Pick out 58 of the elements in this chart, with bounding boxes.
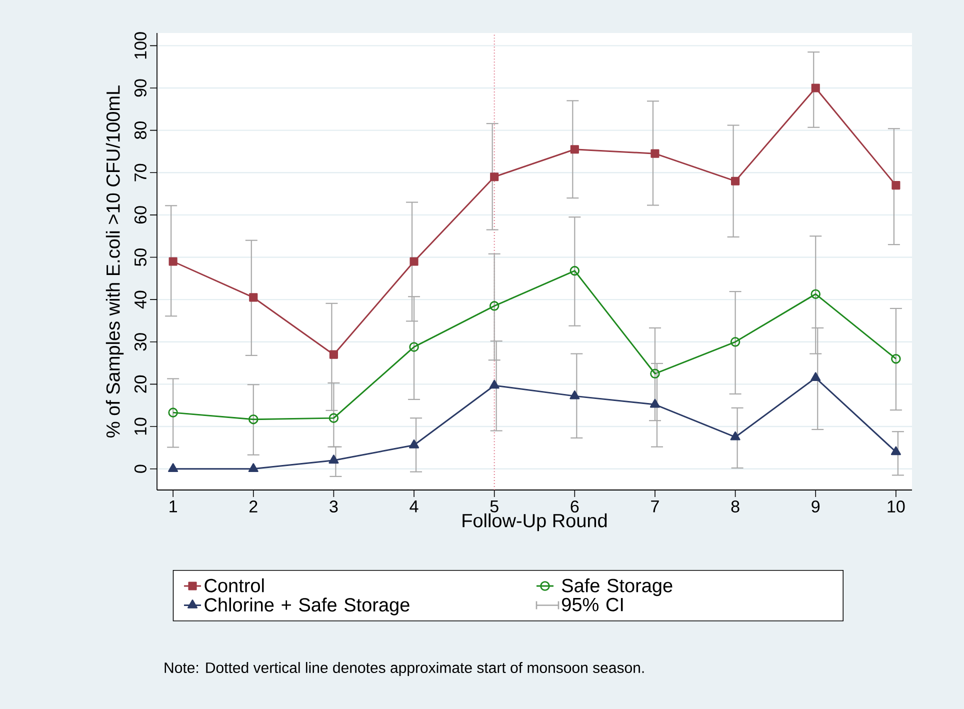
y-tick-label: 60 — [134, 206, 146, 224]
text: 95% CI — [562, 598, 623, 612]
y-tick-label: 20 — [134, 375, 146, 393]
point — [731, 176, 740, 186]
text: Note: Dotted vertical line denotes approximate start of monsoon season. — [164, 662, 644, 676]
point — [328, 413, 339, 423]
point — [248, 463, 258, 472]
y-axis-title: % of Samples with E.coli >10 CFU/100mL — [106, 86, 124, 438]
point — [891, 354, 901, 364]
x-tick-label: 1 — [170, 500, 177, 512]
y-tick-label: 70 — [134, 164, 146, 182]
point — [650, 398, 660, 408]
point — [811, 84, 820, 92]
y-tick-label: 40 — [134, 290, 146, 309]
point — [409, 439, 420, 448]
point — [490, 172, 499, 182]
point — [248, 414, 258, 424]
x-tick-label: 6 — [570, 500, 579, 513]
point — [489, 301, 500, 311]
point — [810, 289, 821, 299]
legend-label: Chlorine + Safe Storage — [204, 598, 410, 616]
point — [249, 293, 258, 302]
y-tick-label: 90 — [134, 79, 146, 97]
point — [570, 390, 580, 400]
y-tick-label: 30 — [134, 333, 146, 351]
x-tick-label: 10 — [888, 500, 905, 513]
point — [650, 149, 660, 158]
point — [570, 266, 580, 276]
point — [410, 257, 418, 266]
point — [892, 181, 900, 190]
x-tick-label: 5 — [490, 500, 498, 512]
point — [328, 454, 339, 464]
point — [329, 350, 338, 359]
x-tick-label: 7 — [651, 500, 659, 512]
y-tick-label: 50 — [134, 248, 146, 266]
point — [168, 257, 178, 266]
point — [168, 463, 178, 472]
x-tick-label: 4 — [410, 500, 418, 512]
point — [810, 372, 821, 382]
point — [730, 337, 740, 347]
y-tick-label: 100 — [134, 32, 146, 59]
y-tick-label: 10 — [134, 418, 146, 435]
x-tick-label: 9 — [812, 500, 820, 513]
point — [168, 408, 178, 418]
x-tick-label: 3 — [330, 500, 338, 513]
point — [890, 446, 901, 456]
x-axis-title: Follow-Up Round — [462, 513, 607, 532]
x-tick-label: 8 — [731, 500, 740, 513]
x-tick-label: 2 — [250, 500, 258, 512]
point — [409, 342, 419, 352]
point — [730, 431, 740, 440]
point — [570, 145, 579, 154]
y-tick-label: 80 — [134, 122, 146, 140]
legend-label: Safe Storage — [562, 578, 672, 596]
legend-label: Control — [204, 578, 264, 592]
point — [650, 368, 660, 379]
point — [489, 380, 500, 389]
y-tick-label: 0 — [134, 464, 146, 473]
